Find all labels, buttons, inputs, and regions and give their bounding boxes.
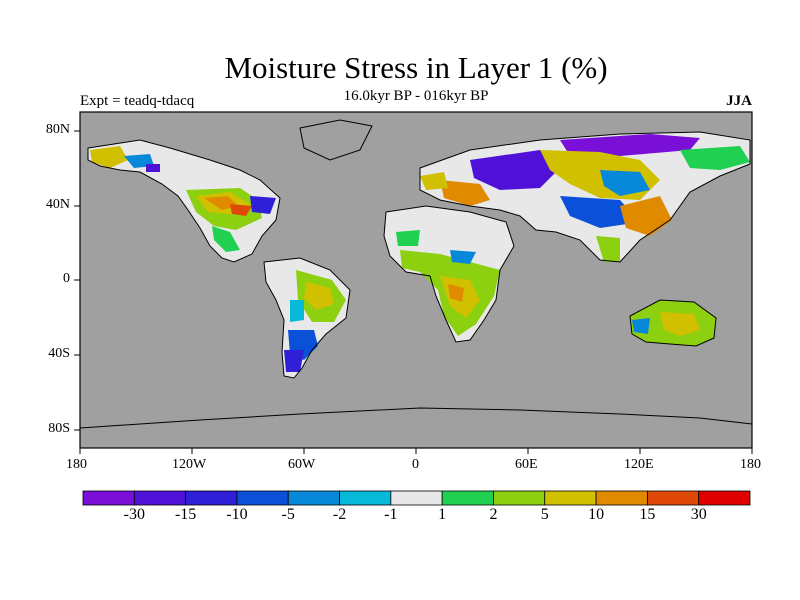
colorbar-box bbox=[544, 490, 597, 506]
colorbar-box bbox=[646, 490, 700, 506]
colorbar-box bbox=[82, 490, 135, 506]
season-label: JJA bbox=[726, 93, 752, 109]
y-tick-0: 0 bbox=[63, 271, 70, 286]
colorbar-label: 30 bbox=[690, 506, 707, 523]
x-tick-120w: 120W bbox=[172, 457, 207, 472]
x-tick-0: 0 bbox=[412, 457, 419, 472]
x-tick-180w: 180 bbox=[66, 457, 87, 472]
colorbar-label: -10 bbox=[226, 506, 248, 523]
colorbar-box bbox=[133, 490, 187, 506]
y-tick-40s: 40S bbox=[48, 346, 70, 361]
x-tick-60e: 60E bbox=[515, 457, 538, 472]
north-america-fill bbox=[88, 140, 280, 262]
axis-ticks bbox=[74, 130, 753, 454]
colorbar-box bbox=[595, 490, 648, 506]
x-tick-60w: 60W bbox=[288, 457, 316, 472]
colorbar-label: 10 bbox=[588, 506, 605, 523]
map-title: Moisture Stress in Layer 1 (%) bbox=[224, 50, 608, 85]
x-tick-120e: 120E bbox=[624, 457, 654, 472]
colorbar-box bbox=[339, 490, 392, 506]
colorbar-label: -30 bbox=[123, 506, 145, 523]
colorbar-label: -2 bbox=[332, 506, 347, 523]
x-tick-180e: 180 bbox=[740, 457, 761, 472]
y-tick-80s: 80S bbox=[48, 421, 70, 436]
colorbar bbox=[82, 490, 751, 506]
colorbar-box bbox=[493, 490, 546, 506]
colorbar-box bbox=[698, 490, 751, 506]
colorbar-box bbox=[236, 490, 289, 506]
map-subtitle: 16.0kyr BP - 016kyr BP bbox=[343, 88, 489, 104]
coastlines bbox=[79, 119, 753, 429]
colorbar-label: -5 bbox=[281, 506, 295, 523]
y-tick-80n: 80N bbox=[45, 122, 70, 137]
colorbar-box bbox=[390, 490, 443, 506]
y-tick-40n: 40N bbox=[45, 197, 70, 212]
land-colors bbox=[88, 132, 750, 378]
colorbar-box bbox=[185, 490, 238, 506]
experiment-label: Expt = teadq-tdacq bbox=[80, 93, 195, 109]
colorbar-label: 2 bbox=[489, 506, 498, 523]
colorbar-label: 15 bbox=[639, 506, 656, 523]
colorbar-label: -15 bbox=[174, 506, 197, 523]
colorbar-box bbox=[287, 490, 340, 506]
colorbar-box bbox=[441, 490, 494, 506]
colorbar-label: -1 bbox=[384, 506, 398, 523]
colorbar-label: 1 bbox=[438, 506, 447, 523]
colorbar-label: 5 bbox=[540, 506, 549, 523]
